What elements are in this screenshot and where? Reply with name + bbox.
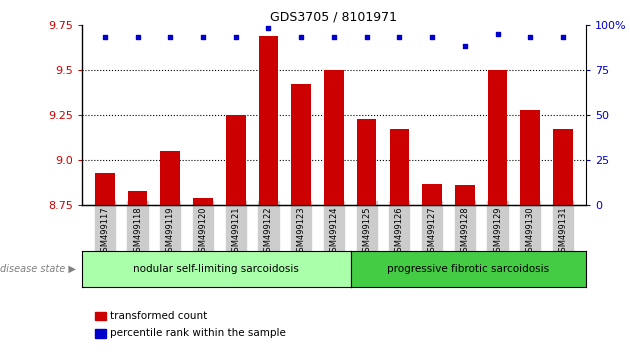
Point [100,35,110,40]
Bar [389,130,409,205]
Text: disease state ▶: disease state ▶ [0,264,76,274]
Title: GDS3705 / 8101971: GDS3705 / 8101971 [270,11,398,24]
Point [558,35,568,40]
Bar [193,198,213,205]
Point [329,35,339,40]
Text: progressive fibrotic sarcoidosis: progressive fibrotic sarcoidosis [387,264,549,274]
Text: nodular self-limiting sarcoidosis: nodular self-limiting sarcoidosis [134,264,299,274]
Point [427,35,437,40]
Point [460,44,470,49]
Point [525,35,536,40]
Text: transformed count: transformed count [110,311,207,321]
Point [132,35,142,40]
Bar [324,70,344,205]
Point [493,31,503,37]
Point [165,35,175,40]
Point [231,35,241,40]
Point [198,35,208,40]
Point [296,35,306,40]
Bar [520,110,540,205]
Point [394,35,404,40]
Bar [422,184,442,205]
Bar [95,173,115,205]
Bar [488,70,507,205]
Point [263,25,273,31]
Bar [128,191,147,205]
Text: percentile rank within the sample: percentile rank within the sample [110,329,285,338]
Point [362,35,372,40]
Bar [291,84,311,205]
Bar [357,119,377,205]
Bar [553,130,573,205]
Bar [455,185,474,205]
Bar [259,36,278,205]
Bar [161,151,180,205]
Bar [226,115,246,205]
